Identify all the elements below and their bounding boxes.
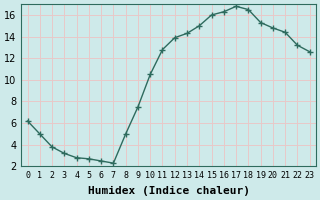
- X-axis label: Humidex (Indice chaleur): Humidex (Indice chaleur): [88, 186, 250, 196]
